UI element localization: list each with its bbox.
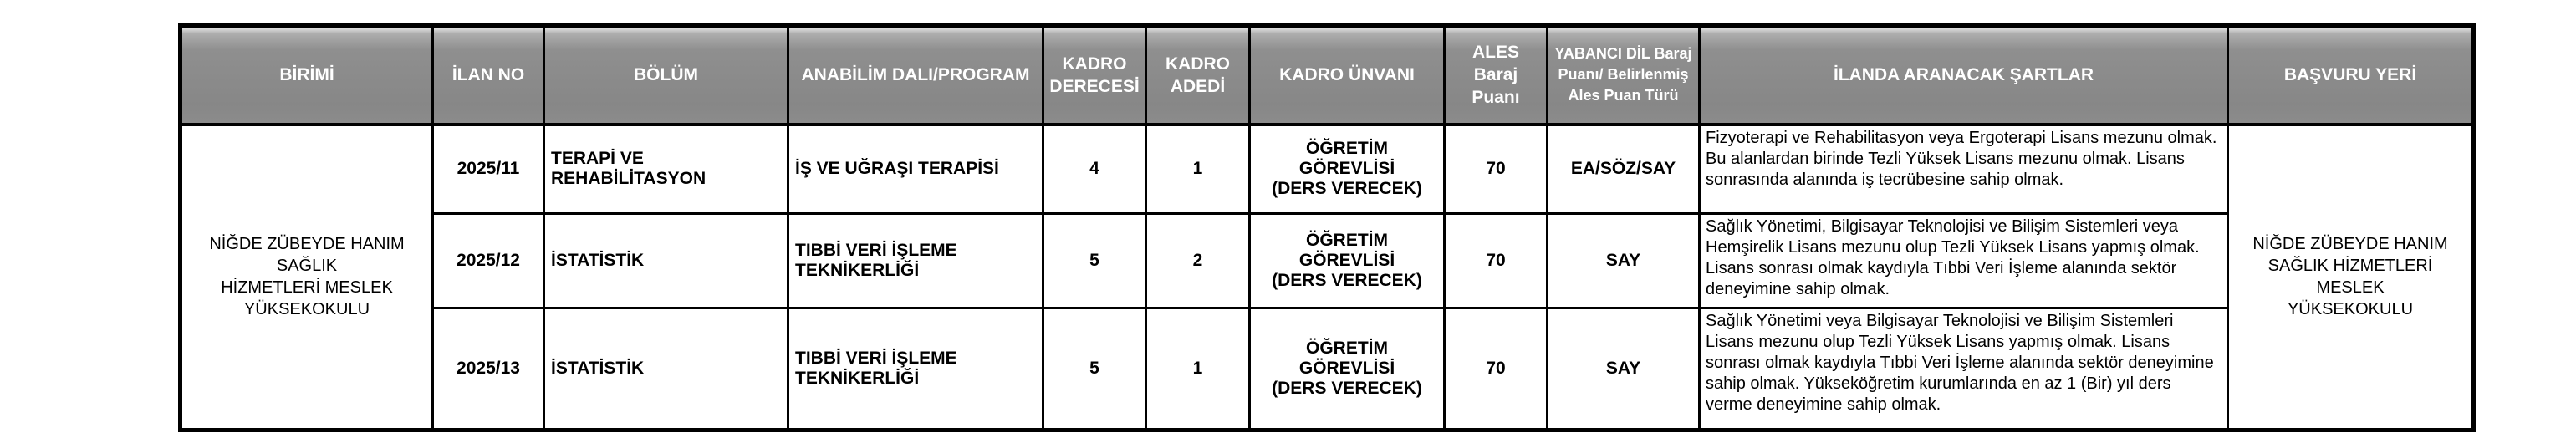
cell-ales-puani: 70 xyxy=(1443,212,1548,309)
job-postings-table: BİRİMİ İLAN NO BÖLÜM ANABİLİM DALI/PROGR… xyxy=(178,23,2476,432)
cell-aranacak-sartlar: Sağlık Yönetimi, Bilgisayar Teknolojisi … xyxy=(1698,212,2229,309)
cell-anabilim-dali: TIBBİ VERİ İŞLEME TEKNİKERLİĞİ xyxy=(787,307,1044,431)
header-row: BİRİMİ İLAN NO BÖLÜM ANABİLİM DALI/PROGR… xyxy=(179,24,2475,126)
header-cell-kadro-adedi: KADRO ADEDİ xyxy=(1145,24,1251,126)
table-row: NİĞDE ZÜBEYDE HANIM SAĞLIK HİZMETLERİ ME… xyxy=(179,123,2475,431)
cell-bolum: TERAPİ VE REHABİLİTASYON xyxy=(543,123,789,215)
cell-kadro-unvani: ÖĞRETİM GÖREVLİSİ (DERS VERECEK) xyxy=(1248,123,1446,215)
cell-ilan-no: 2025/11 xyxy=(431,123,545,215)
cell-kadro-adedi: 1 xyxy=(1145,123,1251,215)
cell-ilan-no: 2025/12 xyxy=(431,212,545,309)
announcement-sheet: BİRİMİ İLAN NO BÖLÜM ANABİLİM DALI/PROGR… xyxy=(178,23,2476,432)
cell-kadro-derecesi: 5 xyxy=(1042,212,1147,309)
cell-anabilim-dali: TIBBİ VERİ İŞLEME TEKNİKERLİĞİ xyxy=(787,212,1044,309)
cell-kadro-adedi: 1 xyxy=(1145,307,1251,431)
header-cell-kadro-unvani: KADRO ÜNVANI xyxy=(1248,24,1446,126)
header-cell-ilan-no: İLAN NO xyxy=(431,24,545,126)
cell-anabilim-dali: İŞ VE UĞRAŞI TERAPİSİ xyxy=(787,123,1044,215)
cell-yabanci-dil: SAY xyxy=(1546,212,1701,309)
header-cell-aranacak-sartlar: İLANDA ARANACAK ŞARTLAR xyxy=(1698,24,2229,126)
header-cell-ales-baraj: ALES Baraj Puanı xyxy=(1443,24,1548,126)
cell-bolum: İSTATİSTİK xyxy=(543,212,789,309)
header-cell-bolum: BÖLÜM xyxy=(543,24,789,126)
cell-ales-puani: 70 xyxy=(1443,307,1548,431)
header-cell-kadro-derecesi: KADRO DERECESİ xyxy=(1042,24,1147,126)
cell-kadro-adedi: 2 xyxy=(1145,212,1251,309)
cell-kadro-unvani: ÖĞRETİM GÖREVLİSİ (DERS VERECEK) xyxy=(1248,307,1446,431)
cell-kadro-derecesi: 5 xyxy=(1042,307,1147,431)
cell-bolum: İSTATİSTİK xyxy=(543,307,789,431)
header-cell-anabilim-dali: ANABİLİM DALI/PROGRAM xyxy=(787,24,1044,126)
cell-birimi: NİĞDE ZÜBEYDE HANIM SAĞLIK HİZMETLERİ ME… xyxy=(179,123,434,431)
cell-yabanci-dil: EA/SÖZ/SAY xyxy=(1546,123,1701,215)
cell-aranacak-sartlar: Sağlık Yönetimi veya Bilgisayar Teknoloj… xyxy=(1698,307,2229,431)
table-row: 2025/13 İSTATİSTİK TIBBİ VERİ İŞLEME TEK… xyxy=(181,307,2474,431)
cell-yabanci-dil: SAY xyxy=(1546,307,1701,431)
cell-basvuru-yeri: NİĞDE ZÜBEYDE HANIM SAĞLIK HİZMETLERİ ME… xyxy=(2227,123,2475,431)
header-cell-basvuru-yeri: BAŞVURU YERİ xyxy=(2227,24,2475,126)
cell-ales-puani: 70 xyxy=(1443,123,1548,215)
cell-kadro-derecesi: 4 xyxy=(1042,123,1147,215)
cell-aranacak-sartlar: Fizyoterapi ve Rehabilitasyon veya Ergot… xyxy=(1698,123,2229,215)
header-cell-birimi: BİRİMİ xyxy=(179,24,434,126)
table-row: 2025/12 İSTATİSTİK TIBBİ VERİ İŞLEME TEK… xyxy=(181,212,2474,309)
cell-kadro-unvani: ÖĞRETİM GÖREVLİSİ (DERS VERECEK) xyxy=(1248,212,1446,309)
header-cell-yabanci-dil: YABANCI DİL Baraj Puanı/ Belirlenmiş Ale… xyxy=(1546,24,1701,126)
cell-ilan-no: 2025/13 xyxy=(431,307,545,431)
